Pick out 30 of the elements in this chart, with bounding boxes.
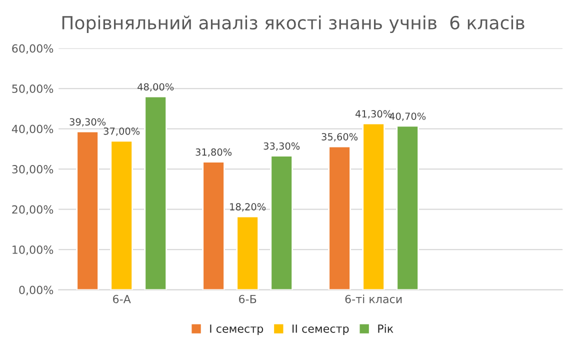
bar [328, 146, 351, 290]
data-label: 35,60% [322, 133, 358, 142]
bar [362, 122, 385, 290]
bar [76, 130, 99, 290]
y-tick-label: 60,00% [12, 44, 54, 54]
y-tick-label: 0,00% [19, 286, 54, 296]
bar [270, 155, 294, 290]
x-tick-label: 6-ті класи [345, 294, 402, 304]
y-tick-label: 30,00% [12, 165, 54, 175]
y-tick-label: 40,00% [12, 124, 54, 134]
y-tick-label: 10,00% [12, 246, 54, 256]
data-label: 37,00% [104, 127, 140, 136]
x-tick-label: 6-А [113, 294, 131, 304]
x-tick-label: 6-Б [239, 294, 256, 304]
bar [144, 96, 168, 290]
bar [396, 125, 419, 290]
data-label: 39,30% [70, 118, 106, 127]
bar [110, 140, 133, 290]
bar [236, 216, 259, 290]
data-label: 33,30% [264, 142, 300, 151]
data-label: 18,20% [230, 203, 266, 212]
y-tick-label: 20,00% [12, 205, 54, 215]
legend-label: I семестр [210, 324, 264, 335]
data-label: 31,80% [196, 148, 232, 157]
data-label: 48,00% [138, 83, 174, 92]
bar [202, 161, 225, 290]
chart-title: Порівняльний аналіз якості знань учнів 6 класів [62, 16, 524, 33]
legend-label: II семестр [292, 324, 349, 335]
legend-label: Рік [378, 324, 394, 333]
y-tick-label: 50,00% [12, 84, 54, 94]
